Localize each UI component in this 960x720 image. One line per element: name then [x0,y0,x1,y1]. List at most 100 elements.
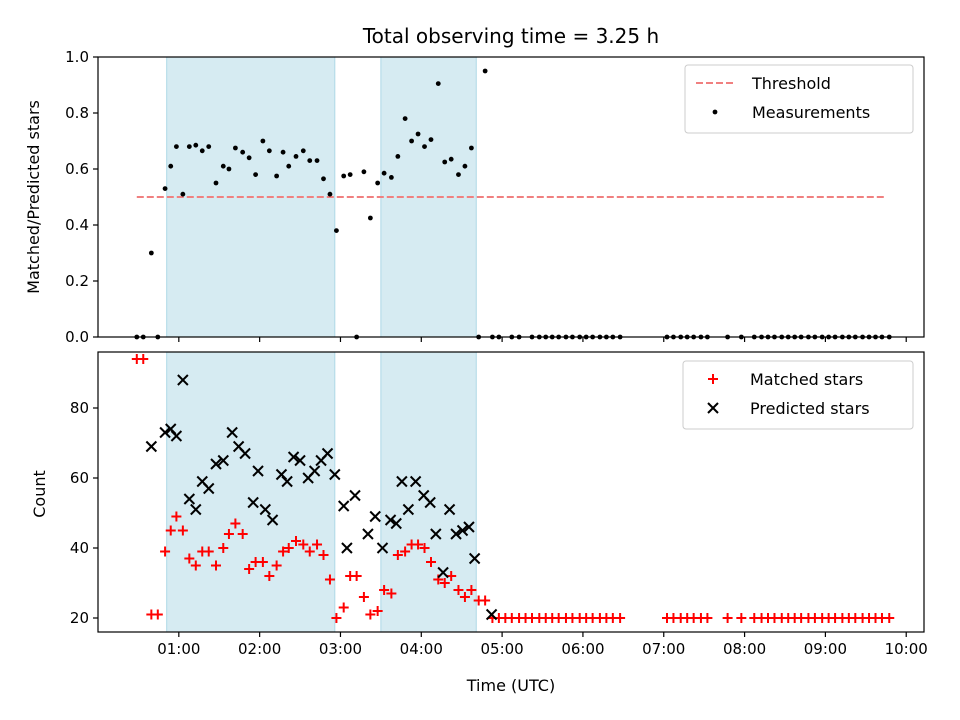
measurement-point [173,144,179,150]
measurement-point [409,138,414,144]
predicted-star-point [468,552,481,565]
top-panel: 0.0 0.2 0.4 0.6 0.8 1.0 Threshold Measurements [65,48,925,346]
measurement-point [422,144,427,150]
bottom-y-tick-label: 80 [70,399,89,417]
matched-star-point [184,553,195,564]
matched-star-point [244,564,255,574]
matched-star-point [218,543,229,553]
measurement-point [206,144,212,150]
predicted-star-point [396,475,408,488]
measurement-point [307,158,313,164]
measurement-point [199,148,205,154]
measurement-point [415,131,421,137]
chart-title: Total observing time = 3.25 h [362,24,659,48]
measurement-point [482,68,488,74]
top-y-tick-label: 0.4 [65,216,89,234]
bottom-panel: 20 40 60 80 01:00 02:00 03:00 04:00 05:00 06:00 07… [70,351,928,658]
predicted-star-point [226,426,238,439]
measurement-point [314,158,320,164]
measurement-point [193,142,199,148]
x-tick-label: 03:00 [319,640,362,658]
matched-star-point [331,613,342,623]
matched-star-point [413,539,424,550]
bottom-y-tick-label: 40 [70,539,89,557]
matched-star-point [257,557,268,567]
predicted-star-point [281,475,293,488]
predicted-star-point [183,493,196,505]
bottom-series-1 [145,374,498,621]
predicted-star-point [349,489,361,502]
predicted-star-point [287,451,300,463]
predicted-star-point [210,458,222,470]
matched-star-point [271,560,282,571]
matched-star-point [223,529,234,539]
x-tick-label: 01:00 [157,640,200,658]
predicted-star-point [145,440,158,453]
predicted-star-point [450,528,462,540]
predicted-star-point [402,503,415,516]
bottom-y-tick-label: 20 [70,609,89,627]
matched-star-point [237,529,248,539]
predicted-star-point [376,542,389,554]
matched-star-point [318,550,329,560]
measurement-point [334,228,339,234]
measurement-point [168,163,174,169]
predicted-star-point [437,566,449,579]
legend-entry-label: Predicted stars [750,399,870,418]
matched-star-point [358,592,369,602]
measurement-point [468,145,474,151]
predicted-star-point [409,475,422,488]
matched-star-point [400,546,411,557]
predicted-star-point [252,465,264,477]
measurement-point [232,145,238,151]
measurement-point [260,138,266,144]
matched-star-point [152,609,163,620]
measurement-point [253,172,259,178]
measurement-point [341,173,347,179]
matched-star-point [480,595,491,606]
matched-star-point [211,560,221,571]
measurement-point [266,148,272,154]
top-y-tick-label: 0.6 [65,160,89,178]
matched-star-point [264,571,275,581]
legend-entry-label: Threshold [751,74,831,93]
x-tick-label: 02:00 [238,640,281,658]
matched-star-point [365,609,376,620]
measurement-point [381,170,387,176]
bottom-y-axis-label: Count [30,470,49,518]
matched-star-point [298,539,309,550]
matched-star-point [312,539,323,550]
matched-star-point [419,543,430,553]
bottom-y-tick-label: 60 [70,469,89,487]
matched-star-point [291,536,302,546]
measurement-point [162,186,168,192]
predicted-star-point [190,503,202,516]
matched-star-point [425,557,436,567]
measurement-point [347,172,353,178]
matched-star-point [439,578,450,588]
top-y-axis-label: Matched/Predicted stars [24,100,43,294]
measurement-point [462,163,468,169]
predicted-star-point [239,447,251,460]
measurement-point [442,159,448,165]
measurement-point [361,169,367,175]
measurement-point [395,154,401,159]
x-tick-label: 05:00 [480,640,523,658]
matched-star-point [283,543,294,553]
matched-star-point [386,588,397,599]
measurement-point [180,191,186,197]
predicted-star-point [203,482,215,495]
predicted-star-point [424,496,436,509]
measurement-point [240,149,246,155]
predicted-star-point [369,510,381,523]
top-legend: Threshold Measurements [684,64,914,134]
measurement-point [402,116,408,121]
predicted-star-point [217,454,229,467]
matched-star-point [138,354,149,364]
matched-star-point [324,574,335,585]
matched-star-point [203,546,214,557]
matched-star-point [304,546,315,557]
predicted-star-point [321,447,334,460]
predicted-star-point [390,517,402,530]
legend-entry-label: Measurements [752,103,870,122]
